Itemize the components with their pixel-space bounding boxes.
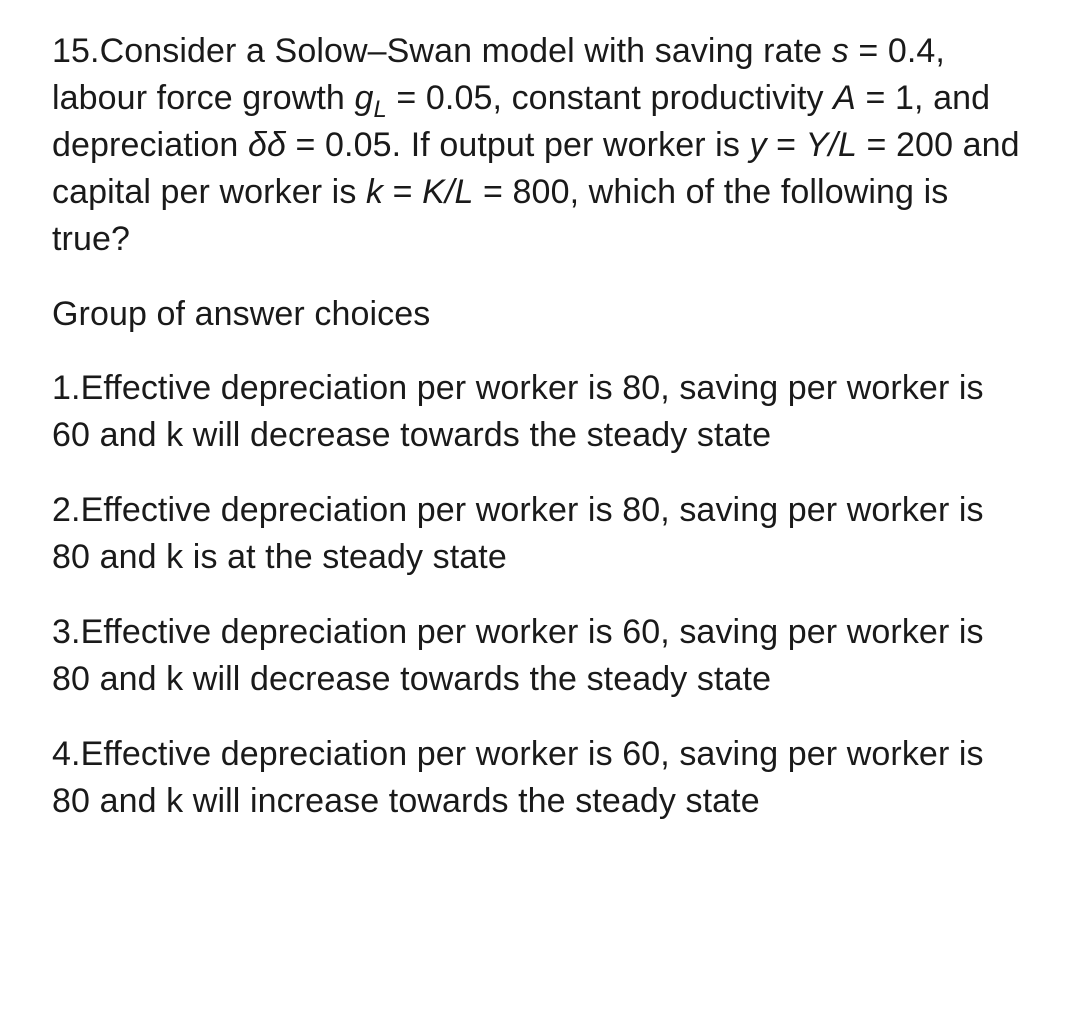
choice-number: 4. — [52, 735, 81, 773]
var-KL: K/L — [422, 173, 473, 211]
question-number: 15. — [52, 32, 100, 70]
answer-choice-1[interactable]: 1.Effective depreciation per worker is 8… — [52, 365, 1028, 459]
var-s: s — [832, 32, 849, 70]
text-part: = — [767, 126, 806, 164]
var-delta: δδ — [248, 126, 286, 164]
text-part: = — [383, 173, 422, 211]
text-part: = 0.05, constant productivity — [387, 79, 833, 117]
var-k: k — [366, 173, 383, 211]
group-label: Group of answer choices — [52, 291, 1028, 338]
var-y: y — [749, 126, 766, 164]
var-A: A — [833, 79, 856, 117]
choice-text: Effective depreciation per worker is 60,… — [52, 613, 984, 698]
text-part: = 0.05. If output per worker is — [286, 126, 749, 164]
choice-number: 3. — [52, 613, 81, 651]
question-stem: 15.Consider a Solow–Swan model with savi… — [52, 28, 1028, 263]
var-gL-L: L — [374, 96, 387, 123]
choice-text: Effective depreciation per worker is 80,… — [52, 491, 984, 576]
answer-choice-4[interactable]: 4.Effective depreciation per worker is 6… — [52, 731, 1028, 825]
question-page: 15.Consider a Solow–Swan model with savi… — [0, 0, 1080, 865]
answer-choice-2[interactable]: 2.Effective depreciation per worker is 8… — [52, 487, 1028, 581]
var-YL: Y/L — [806, 126, 857, 164]
var-gL-g: g — [355, 79, 374, 117]
choice-text: Effective depreciation per worker is 60,… — [52, 735, 984, 820]
choice-number: 2. — [52, 491, 81, 529]
answer-choice-3[interactable]: 3.Effective depreciation per worker is 6… — [52, 609, 1028, 703]
text-part: Consider a Solow–Swan model with saving … — [100, 32, 832, 70]
choice-number: 1. — [52, 369, 81, 407]
choice-text: Effective depreciation per worker is 80,… — [52, 369, 984, 454]
